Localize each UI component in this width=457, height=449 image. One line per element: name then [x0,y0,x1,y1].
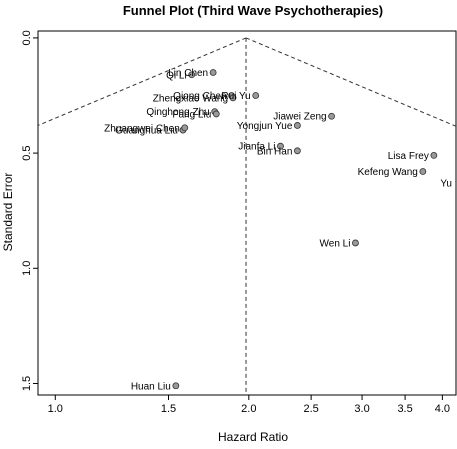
data-point [430,152,438,159]
study-label: Yongjun Yue [237,121,293,132]
x-tick-label: 3.5 [397,403,412,415]
study-label: Rui Yu [221,91,250,102]
data-point [212,110,220,118]
study-label: Qi Li [166,70,187,81]
study-label: Fang Liu [172,109,211,120]
data-point [188,71,196,79]
study-label: Qiong Chen [173,91,226,102]
study-label: Zhengxiao Wang [153,93,228,104]
study-label: Jianfa Li [238,142,275,153]
x-tick-label: 2.5 [303,403,318,415]
study-label: Lin Chen [168,68,208,79]
study-label: Lisa Frey [388,151,429,162]
data-point [352,239,359,247]
data-point [419,168,427,175]
study-label: Wen Li [320,238,351,249]
x-tick-label: 1.0 [48,403,63,415]
y-tick-label: 1.0 [21,261,33,276]
data-point [229,94,237,102]
study-label: Huan Liu [131,381,171,392]
data-point [294,122,301,129]
study-label: Guanghua Liu [115,126,178,137]
study-label: Yu [440,179,452,190]
study-label: Qinghong Zhu [146,107,209,118]
axes: 1.0 1.5 2.0 2.5 3.0 3.5 4.0 0.0 0.5 1.0 1.5 [21,30,450,415]
study-label: Bin Han [257,146,293,157]
data-point [252,92,260,99]
data-point [172,382,180,390]
funnel-lines [37,37,457,395]
funnel-right-boundary [245,37,457,127]
x-tick-label: 2.0 [241,403,256,415]
plot-frame [37,30,457,396]
y-tick-label: 0.5 [21,145,33,160]
data-point [209,69,217,76]
chart-title: Funnel Plot (Third Wave Psychotherapies) [123,3,383,18]
x-axis-label: Hazard Ratio [218,430,288,444]
x-tick-label: 1.5 [161,403,176,415]
x-tick-label: 4.0 [435,403,450,415]
y-tick-label: 0.0 [21,30,33,45]
data-point [277,142,284,150]
data-point [181,124,189,132]
study-label: Jiawei Zeng [273,112,326,123]
x-tick-label: 3.0 [354,403,369,415]
study-label: Zhuangwei Chen [104,123,180,134]
funnel-left-boundary [37,37,247,126]
y-tick-label: 1.5 [21,376,33,391]
study-label: Kefeng Wang [358,167,418,178]
data-point [294,147,301,155]
data-point [328,112,335,120]
y-axis-label: Standard Error [1,173,15,252]
